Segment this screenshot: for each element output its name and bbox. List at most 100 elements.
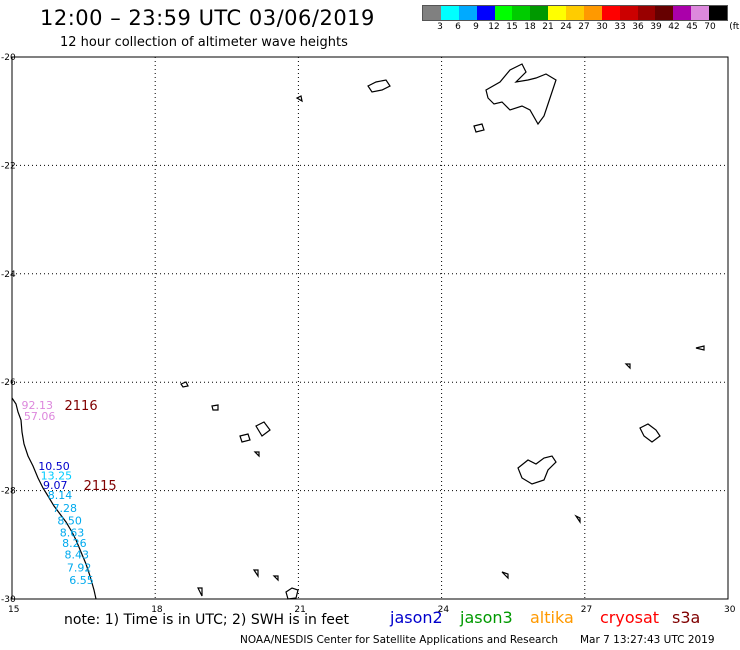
x-tick-label: 24 bbox=[438, 605, 450, 615]
swh-reading: 10.50 bbox=[38, 460, 70, 473]
pan-far-east bbox=[639, 423, 661, 443]
page-title: 12:00 – 23:59 UTC 03/06/2019 bbox=[40, 6, 375, 30]
map-grid bbox=[12, 57, 728, 599]
swh-reading: 57.06 bbox=[24, 410, 56, 423]
legend-label: 21 bbox=[542, 22, 554, 32]
legend-label: 3 bbox=[437, 22, 443, 32]
legend-sat-s3a: s3a bbox=[672, 608, 701, 627]
swh-reading: 92.13 bbox=[22, 399, 54, 412]
legend-swatch bbox=[458, 6, 477, 20]
pan-small-2 bbox=[255, 421, 271, 437]
legend-swatch bbox=[423, 6, 441, 20]
legend-swatch bbox=[709, 6, 727, 20]
pan-small-4 bbox=[180, 381, 189, 388]
legend-label: 36 bbox=[632, 22, 644, 32]
legend-swatch bbox=[476, 6, 495, 20]
y-tick-label: -28 bbox=[1, 487, 16, 497]
legend-sat-cryosat: cryosat bbox=[600, 608, 660, 627]
legend-swatch bbox=[673, 6, 692, 20]
legend-swatch bbox=[494, 6, 513, 20]
swh-reading: 8.63 bbox=[60, 526, 85, 539]
islet-2 bbox=[295, 95, 303, 103]
legend-label: 42 bbox=[668, 22, 680, 32]
swh-reading: 7.28 bbox=[53, 502, 78, 515]
legend-swatches bbox=[422, 5, 728, 21]
y-tick-label: -24 bbox=[1, 270, 16, 280]
legend-swatch bbox=[583, 6, 602, 20]
legend-swatch bbox=[530, 6, 549, 20]
africa-west-coast bbox=[11, 397, 97, 600]
pass-label: 2115 bbox=[84, 479, 117, 494]
x-tick-label: 18 bbox=[151, 605, 163, 615]
legend-label: 6 bbox=[455, 22, 461, 32]
y-tick-label: -26 bbox=[1, 378, 16, 388]
footer-timestamp: Mar 7 13:27:43 UTC 2019 bbox=[580, 634, 715, 646]
y-tick-label: -22 bbox=[1, 161, 16, 171]
pan-small-11 bbox=[272, 575, 279, 582]
legend-label: 15 bbox=[506, 22, 518, 32]
x-tick-label: 30 bbox=[724, 605, 736, 615]
legend-label: 9 bbox=[473, 22, 479, 32]
swh-reading: 9.07 bbox=[43, 479, 68, 492]
pan-small-10 bbox=[252, 569, 259, 578]
pan-small-3 bbox=[211, 404, 219, 411]
coastline bbox=[11, 63, 705, 600]
legend-label: 70 bbox=[704, 22, 716, 32]
legend-sat-jason2: jason2 bbox=[390, 608, 443, 627]
y-tick-label: -30 bbox=[1, 595, 16, 605]
legend-label: 30 bbox=[596, 22, 608, 32]
legend-swatch bbox=[601, 6, 620, 20]
legend-swatch bbox=[691, 6, 709, 20]
legend-label: 12 bbox=[488, 22, 500, 32]
swh-reading: 6.55 bbox=[69, 574, 94, 587]
islet-1 bbox=[473, 123, 485, 133]
legend-swatch bbox=[655, 6, 674, 20]
swh-reading: 8.14 bbox=[48, 489, 73, 502]
swh-reading: 8.50 bbox=[57, 514, 81, 527]
pan-small-12 bbox=[285, 587, 299, 600]
swh-reading: 13.25 bbox=[41, 469, 73, 482]
lake-north-small bbox=[367, 79, 391, 93]
legend-swatch bbox=[637, 6, 656, 20]
legend-swatch bbox=[619, 6, 638, 20]
footer-note: note: 1) Time is in UTC; 2) SWH is in fe… bbox=[64, 612, 350, 628]
pan-small-5 bbox=[253, 451, 260, 458]
pan-small-7 bbox=[624, 363, 631, 370]
x-tick-label: 15 bbox=[8, 605, 19, 615]
y-tick-label: -20 bbox=[1, 53, 16, 63]
legend-label: 33 bbox=[614, 22, 626, 32]
pan-small-8 bbox=[574, 514, 581, 524]
swh-reading: 8.43 bbox=[65, 549, 90, 562]
pan-small-6 bbox=[695, 345, 705, 351]
pan-small-9 bbox=[501, 571, 509, 580]
map-frame bbox=[11, 56, 729, 600]
pan-small-1 bbox=[239, 433, 251, 443]
legend-swatch bbox=[440, 6, 459, 20]
legend-swatch bbox=[512, 6, 531, 20]
legend-unit: (ft) bbox=[729, 22, 740, 32]
legend-swatch bbox=[566, 6, 584, 20]
swh-reading: 8.26 bbox=[62, 537, 86, 550]
footer-credit: NOAA/NESDIS Center for Satellite Applica… bbox=[240, 634, 558, 646]
legend-sat-jason3: jason3 bbox=[460, 608, 513, 627]
legend-label: 39 bbox=[650, 22, 662, 32]
lake-north bbox=[485, 63, 557, 126]
pan-east bbox=[517, 455, 557, 485]
pass-label: 2116 bbox=[65, 399, 98, 414]
legend-label: 24 bbox=[560, 22, 572, 32]
legend-sat-altika: altika bbox=[530, 608, 574, 627]
page-subtitle: 12 hour collection of altimeter wave hei… bbox=[60, 35, 348, 50]
swh-reading: 7.92 bbox=[67, 562, 92, 575]
legend-label: 45 bbox=[686, 22, 698, 32]
axis-ticks: 15 18 21 24 27 30 -20 -22 -24 -26 -28 -30 bbox=[1, 53, 736, 615]
x-tick-label: 21 bbox=[294, 605, 305, 615]
legend-label: 18 bbox=[524, 22, 536, 32]
x-tick-label: 27 bbox=[581, 605, 592, 615]
legend-swatch bbox=[548, 6, 566, 20]
pan-small-13 bbox=[197, 587, 203, 597]
legend-label: 27 bbox=[578, 22, 590, 32]
